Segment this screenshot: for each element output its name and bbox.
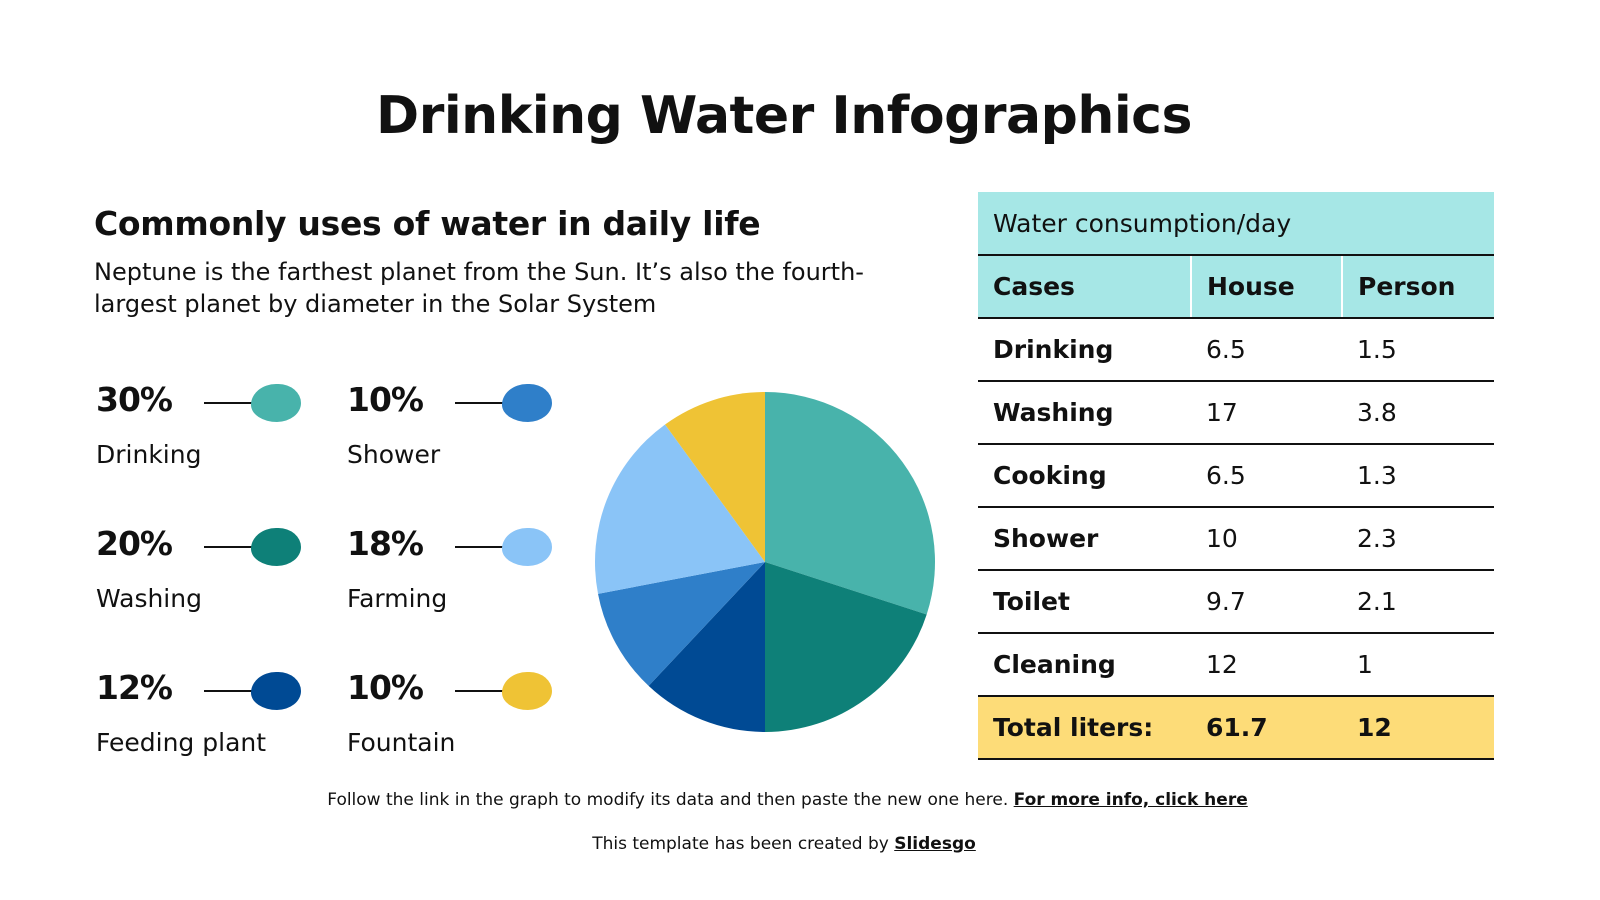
legend-label: Shower [347,440,441,469]
cell-person: 3.8 [1342,381,1494,445]
total-house: 61.7 [1191,696,1342,760]
table-row: Cooking 6.5 1.3 [978,444,1494,508]
table-row: Washing 17 3.8 [978,381,1494,445]
consumption-table: Water consumption/day Cases House Person… [978,192,1494,760]
legend-connector-line [455,402,507,404]
cell-case: Shower [978,507,1191,571]
legend-swatch-icon [502,384,552,422]
legend-percent: 20% [96,524,173,563]
table-header-row: Cases House Person [978,255,1494,319]
more-info-link[interactable]: For more info, click here [1013,790,1248,810]
cell-case: Cleaning [978,633,1191,697]
legend-swatch-icon [251,384,301,422]
legend-swatch-icon [251,528,301,566]
table-row: Toilet 9.7 2.1 [978,570,1494,634]
header-house: House [1190,255,1342,319]
total-person: 12 [1342,696,1494,760]
header-person: Person [1341,255,1494,319]
credit: This template has been created by Slides… [0,834,1568,854]
legend-swatch-icon [502,528,552,566]
cell-case: Toilet [978,570,1191,634]
cell-case: Drinking [978,318,1191,382]
legend-label: Drinking [96,440,202,469]
cell-person: 1.5 [1342,318,1494,382]
cell-house: 9.7 [1191,570,1342,634]
cell-house: 6.5 [1191,444,1342,508]
table-caption: Water consumption/day [978,192,1494,256]
cell-house: 17 [1191,381,1342,445]
total-label: Total liters: [978,696,1191,760]
page-title: Drinking Water Infographics [376,86,1192,146]
table-row: Shower 10 2.3 [978,507,1494,571]
description: Neptune is the farthest planet from the … [94,258,864,318]
legend-percent: 12% [96,668,173,707]
cell-house: 6.5 [1191,318,1342,382]
legend-swatch-icon [251,672,301,710]
pie-slice-shower [598,562,765,686]
pie-slice-farming [595,424,765,594]
pie-slice-drinking [765,392,935,615]
pie-slice-feeding-plant [648,562,765,732]
cell-house: 12 [1191,633,1342,697]
section-subtitle: Commonly uses of water in daily life [94,204,761,243]
note-text: Follow the link in the graph to modify i… [327,790,1009,810]
total-row: Total liters: 61.7 12 [978,696,1494,760]
legend-swatch-icon [502,672,552,710]
legend-percent: 18% [347,524,424,563]
cell-case: Washing [978,381,1191,445]
cell-person: 2.3 [1342,507,1494,571]
cell-house: 10 [1191,507,1342,571]
legend-label: Farming [347,584,448,613]
legend-percent: 10% [347,668,424,707]
legend-label: Fountain [347,728,456,757]
slidesgo-link[interactable]: Slidesgo [894,834,976,854]
cell-person: 1 [1342,633,1494,697]
pie-chart [595,392,935,732]
legend-connector-line [204,402,256,404]
legend-percent: 10% [347,380,424,419]
legend-percent: 30% [96,380,173,419]
footer-note: Follow the link in the graph to modify i… [0,790,1575,810]
pie-slice-washing [765,562,927,732]
pie-slice-fountain [665,392,765,562]
table-row: Cleaning 12 1 [978,633,1494,697]
cell-case: Cooking [978,444,1191,508]
legend-connector-line [204,546,256,548]
legend-connector-line [455,690,507,692]
header-cases: Cases [978,255,1191,319]
legend-connector-line [204,690,256,692]
legend-connector-line [455,546,507,548]
table-row: Drinking 6.5 1.5 [978,318,1494,382]
credit-text: This template has been created by [592,834,889,854]
cell-person: 1.3 [1342,444,1494,508]
legend-label: Feeding plant [96,728,267,757]
legend-label: Washing [96,584,202,613]
cell-person: 2.1 [1342,570,1494,634]
